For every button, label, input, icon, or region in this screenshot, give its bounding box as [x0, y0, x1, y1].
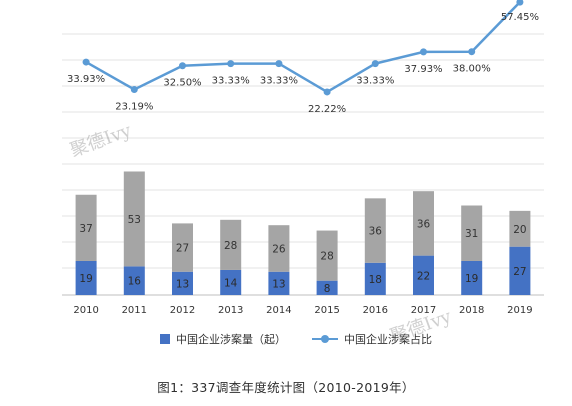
- line-label-2018: 38.00%: [453, 64, 491, 75]
- bar-lower-label-2016: 18: [369, 274, 382, 286]
- x-tick-2019: 2019: [507, 305, 532, 316]
- bar-lower-2016: [364, 262, 386, 295]
- bar-lower-2017: [413, 255, 434, 295]
- bar-upper-2012: [172, 223, 193, 272]
- x-tick-2012: 2012: [170, 305, 195, 316]
- line-label-2014: 33.33%: [260, 76, 298, 87]
- x-tick-2011: 2011: [122, 305, 147, 316]
- legend: 中国企业涉案量（起） 中国企业涉案占比: [160, 331, 458, 347]
- legend-line-swatch: [312, 334, 338, 344]
- bar-lower-label-2011: 16: [128, 276, 142, 288]
- legend-bar-label: 中国企业涉案量（起）: [176, 333, 286, 346]
- bar-upper-2019: [509, 210, 531, 247]
- bar-upper-label-2014: 26: [272, 243, 286, 255]
- bar-upper-label-2015: 28: [320, 251, 333, 263]
- bar-upper-2014: [268, 225, 290, 272]
- bar-lower-2014: [268, 271, 290, 295]
- bar-lower-2015: [316, 280, 338, 295]
- bar-upper-label-2019: 20: [513, 224, 526, 236]
- bar-lower-2013: [220, 269, 242, 295]
- line-point-2018: [468, 48, 476, 56]
- bar-upper-2017: [413, 191, 434, 256]
- line-label-2011: 23.19%: [115, 101, 153, 112]
- line-label-2013: 33.33%: [212, 76, 250, 87]
- bar-upper-label-2018: 31: [465, 228, 478, 240]
- bar-lower-label-2013: 14: [224, 277, 238, 289]
- bar-upper-2010: [75, 194, 97, 261]
- bar-upper-2011: [123, 171, 145, 267]
- line-label-2010: 33.93%: [67, 74, 105, 85]
- bar-lower-label-2019: 27: [513, 266, 526, 278]
- line-label-2019: 57.45%: [501, 12, 539, 23]
- line-point-2011: [130, 85, 138, 93]
- x-tick-2016: 2016: [363, 305, 388, 316]
- x-tick-2014: 2014: [266, 305, 291, 316]
- bar-upper-2013: [220, 219, 242, 270]
- bar-lower-label-2017: 22: [417, 270, 430, 282]
- legend-line-label: 中国企业涉案占比: [344, 333, 432, 346]
- bar-lower-label-2012: 13: [176, 278, 189, 290]
- line-label-2012: 32.50%: [163, 78, 201, 89]
- bar-upper-label-2011: 53: [128, 214, 141, 226]
- bar-lower-2019: [509, 246, 531, 295]
- bar-upper-label-2017: 36: [417, 218, 431, 230]
- line-path: [85, 1, 521, 94]
- x-tick-2018: 2018: [459, 305, 484, 316]
- bar-upper-2018: [461, 205, 483, 261]
- bar-lower-2012: [172, 271, 193, 295]
- bar-lower-label-2010: 19: [79, 273, 92, 285]
- line-point-2016: [371, 60, 379, 68]
- line-point-2013: [227, 60, 235, 68]
- legend-item-bar: 中国企业涉案量（起）: [160, 331, 286, 347]
- line-point-2010: [82, 58, 90, 66]
- bar-upper-label-2012: 27: [176, 243, 189, 255]
- bar-lower-2011: [123, 266, 145, 295]
- line-point-2015: [323, 88, 331, 96]
- bar-upper-label-2010: 37: [79, 223, 92, 235]
- bar-lower-label-2014: 13: [272, 278, 285, 290]
- bar-upper-label-2016: 36: [369, 226, 383, 238]
- bar-upper-2016: [364, 198, 386, 263]
- x-tick-2013: 2013: [218, 305, 243, 316]
- line-point-2014: [275, 60, 283, 68]
- line-label-2015: 22.22%: [308, 104, 346, 115]
- line-point-2012: [179, 62, 186, 70]
- bar-upper-label-2013: 28: [224, 240, 237, 252]
- figure-caption: 图1：337调查年度统计图（2010-2019年）: [157, 380, 415, 395]
- line-label-2016: 33.33%: [356, 76, 394, 87]
- bar-lower-2018: [461, 260, 483, 295]
- line-point-2019: [516, 0, 524, 6]
- bar-lower-label-2015: 8: [324, 283, 331, 295]
- x-tick-2017: 2017: [411, 305, 436, 316]
- line-point-2017: [420, 48, 427, 56]
- legend-item-line: 中国企业涉案占比: [312, 331, 432, 347]
- x-tick-2015: 2015: [314, 305, 339, 316]
- bar-lower-2010: [75, 260, 97, 295]
- line-label-2017: 37.93%: [404, 64, 442, 75]
- legend-bar-swatch: [160, 334, 170, 344]
- bar-lower-label-2018: 19: [465, 273, 478, 285]
- x-tick-2010: 2010: [73, 305, 98, 316]
- bar-upper-2015: [316, 230, 338, 281]
